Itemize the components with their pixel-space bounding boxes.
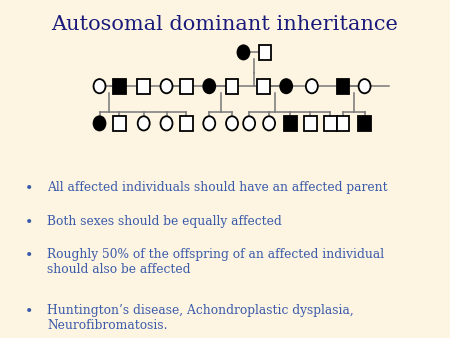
Text: All affected individuals should have an affected parent: All affected individuals should have an … <box>47 181 388 194</box>
Bar <box>337 79 350 94</box>
Bar <box>324 116 337 131</box>
Bar <box>180 79 193 94</box>
Bar <box>337 116 350 131</box>
Bar <box>226 79 239 94</box>
Text: •: • <box>25 248 33 262</box>
Circle shape <box>94 79 105 93</box>
Text: •: • <box>25 304 33 318</box>
Text: Autosomal dominant inheritance: Autosomal dominant inheritance <box>52 15 398 34</box>
Circle shape <box>203 116 215 130</box>
Circle shape <box>226 116 238 130</box>
Text: Huntington’s disease, Achondroplastic dysplasia,
Neurofibromatosis.: Huntington’s disease, Achondroplastic dy… <box>47 304 354 332</box>
Text: •: • <box>25 215 33 228</box>
Circle shape <box>94 116 105 130</box>
Circle shape <box>203 79 215 93</box>
Circle shape <box>359 79 370 93</box>
Circle shape <box>161 79 172 93</box>
Circle shape <box>263 116 275 130</box>
Bar <box>259 45 271 60</box>
Bar <box>113 79 126 94</box>
Circle shape <box>280 79 292 93</box>
Bar <box>113 116 126 131</box>
Circle shape <box>306 79 318 93</box>
Bar <box>358 116 371 131</box>
Circle shape <box>161 116 172 130</box>
Bar <box>137 79 150 94</box>
Text: •: • <box>25 181 33 195</box>
Circle shape <box>243 116 255 130</box>
Bar <box>257 79 270 94</box>
Circle shape <box>238 45 249 59</box>
Bar <box>180 116 193 131</box>
Bar <box>304 116 317 131</box>
Text: Roughly 50% of the offspring of an affected individual
should also be affected: Roughly 50% of the offspring of an affec… <box>47 248 384 276</box>
Text: Both sexes should be equally affected: Both sexes should be equally affected <box>47 215 282 227</box>
Bar <box>284 116 297 131</box>
Circle shape <box>138 116 150 130</box>
